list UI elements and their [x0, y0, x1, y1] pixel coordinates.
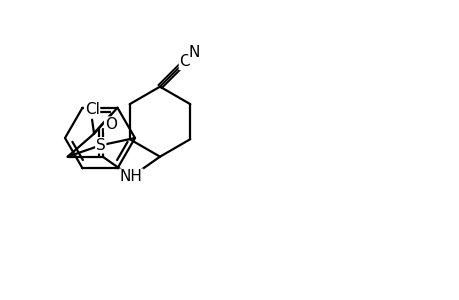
Text: S: S [95, 138, 106, 153]
Text: Cl: Cl [84, 102, 99, 117]
Text: NH: NH [120, 169, 142, 184]
Text: N: N [189, 44, 200, 59]
Text: O: O [105, 117, 117, 132]
Text: C: C [179, 54, 190, 69]
